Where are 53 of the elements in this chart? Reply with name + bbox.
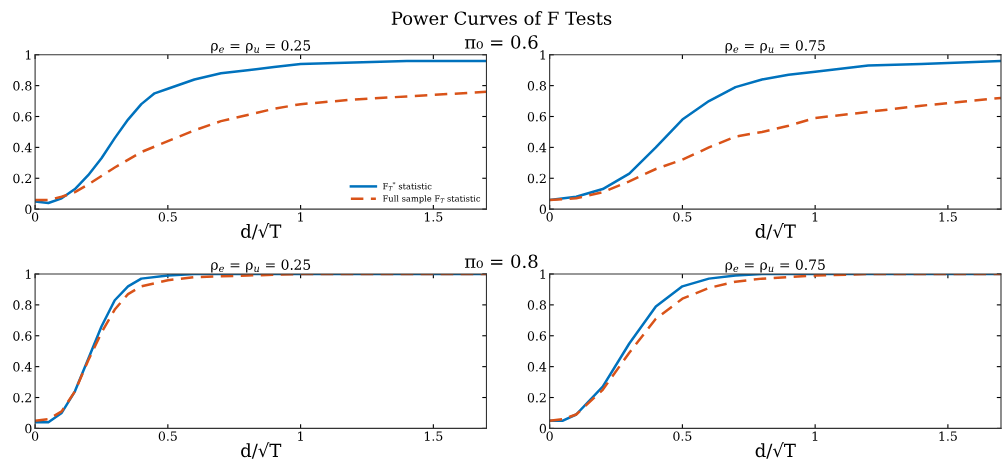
text: Power Curves of F Tests bbox=[391, 11, 612, 26]
x-tick-label: 1.5 bbox=[424, 431, 443, 441]
x-axis-title: d/√T bbox=[755, 442, 796, 459]
x-tick-label: 0.5 bbox=[158, 431, 177, 441]
text: π₀ = 0.8 bbox=[464, 254, 538, 269]
x-tick-label: 0.5 bbox=[158, 212, 177, 222]
y-tick-label: 0.8 bbox=[13, 300, 32, 310]
line-series bbox=[549, 96, 1001, 202]
y-tick-label: 0.8 bbox=[13, 81, 32, 91]
y-tick-label: 1 bbox=[540, 269, 546, 279]
y-tick-label: 0.6 bbox=[527, 111, 547, 122]
y-tick-label: 0.2 bbox=[13, 173, 32, 184]
y-tick-label: 1 bbox=[25, 269, 31, 279]
y-tick-label: 0.6 bbox=[13, 331, 32, 341]
x-tick-label: 1 bbox=[298, 431, 303, 441]
x-tick-label: 1 bbox=[298, 212, 303, 222]
legend-label: F$_{T}$$^{*}$ statistic bbox=[383, 181, 432, 191]
y-tick-label: 0 bbox=[25, 204, 32, 215]
x-axis-title: d/√T bbox=[241, 442, 282, 459]
y-tick-label: 0 bbox=[539, 204, 547, 215]
chart-title: ρ$_{e}$ = ρ$_{u}$ = 0.25 bbox=[211, 40, 311, 54]
x-tick-label: 1.5 bbox=[939, 212, 957, 222]
y-tick-label: 0.4 bbox=[13, 362, 32, 372]
x-tick-label: 0.5 bbox=[673, 431, 692, 441]
x-tick-label: 1.5 bbox=[939, 431, 957, 441]
y-tick-label: 0.6 bbox=[13, 111, 32, 122]
chart-title: ρ$_{e}$ = ρ$_{u}$ = 0.75 bbox=[725, 259, 825, 273]
y-tick-label: 0 bbox=[539, 423, 547, 434]
x-tick-label: 1 bbox=[812, 212, 818, 222]
x-axis-title: d/√T bbox=[755, 223, 796, 240]
line-series bbox=[35, 59, 487, 205]
y-tick-label: 0.2 bbox=[527, 173, 546, 184]
line-series bbox=[35, 90, 487, 202]
line-series bbox=[549, 59, 1001, 202]
chart-title: ρ$_{e}$ = ρ$_{u}$ = 0.25 bbox=[211, 259, 311, 273]
y-tick-label: 0.4 bbox=[527, 362, 547, 372]
y-tick-label: 0.8 bbox=[527, 81, 547, 91]
y-tick-label: 0.2 bbox=[13, 392, 32, 403]
x-tick-label: 1.5 bbox=[424, 212, 443, 222]
y-tick-label: 0.8 bbox=[527, 300, 547, 310]
legend-label: Full sample F$_{T}$ statistic bbox=[383, 195, 481, 204]
y-tick-label: 0.4 bbox=[13, 142, 32, 153]
y-tick-label: 0.6 bbox=[527, 331, 547, 341]
chart-title: ρ$_{e}$ = ρ$_{u}$ = 0.75 bbox=[725, 40, 825, 54]
y-tick-label: 0 bbox=[25, 423, 32, 434]
text: π₀ = 0.6 bbox=[464, 35, 538, 49]
y-tick-label: 0.4 bbox=[527, 142, 547, 153]
x-tick-label: 0.5 bbox=[673, 212, 692, 222]
y-tick-label: 1 bbox=[540, 50, 546, 60]
x-axis-title: d/√T bbox=[241, 223, 282, 240]
x-tick-label: 1 bbox=[812, 431, 818, 441]
y-tick-label: 0.2 bbox=[527, 392, 546, 403]
y-tick-label: 1 bbox=[25, 50, 31, 60]
